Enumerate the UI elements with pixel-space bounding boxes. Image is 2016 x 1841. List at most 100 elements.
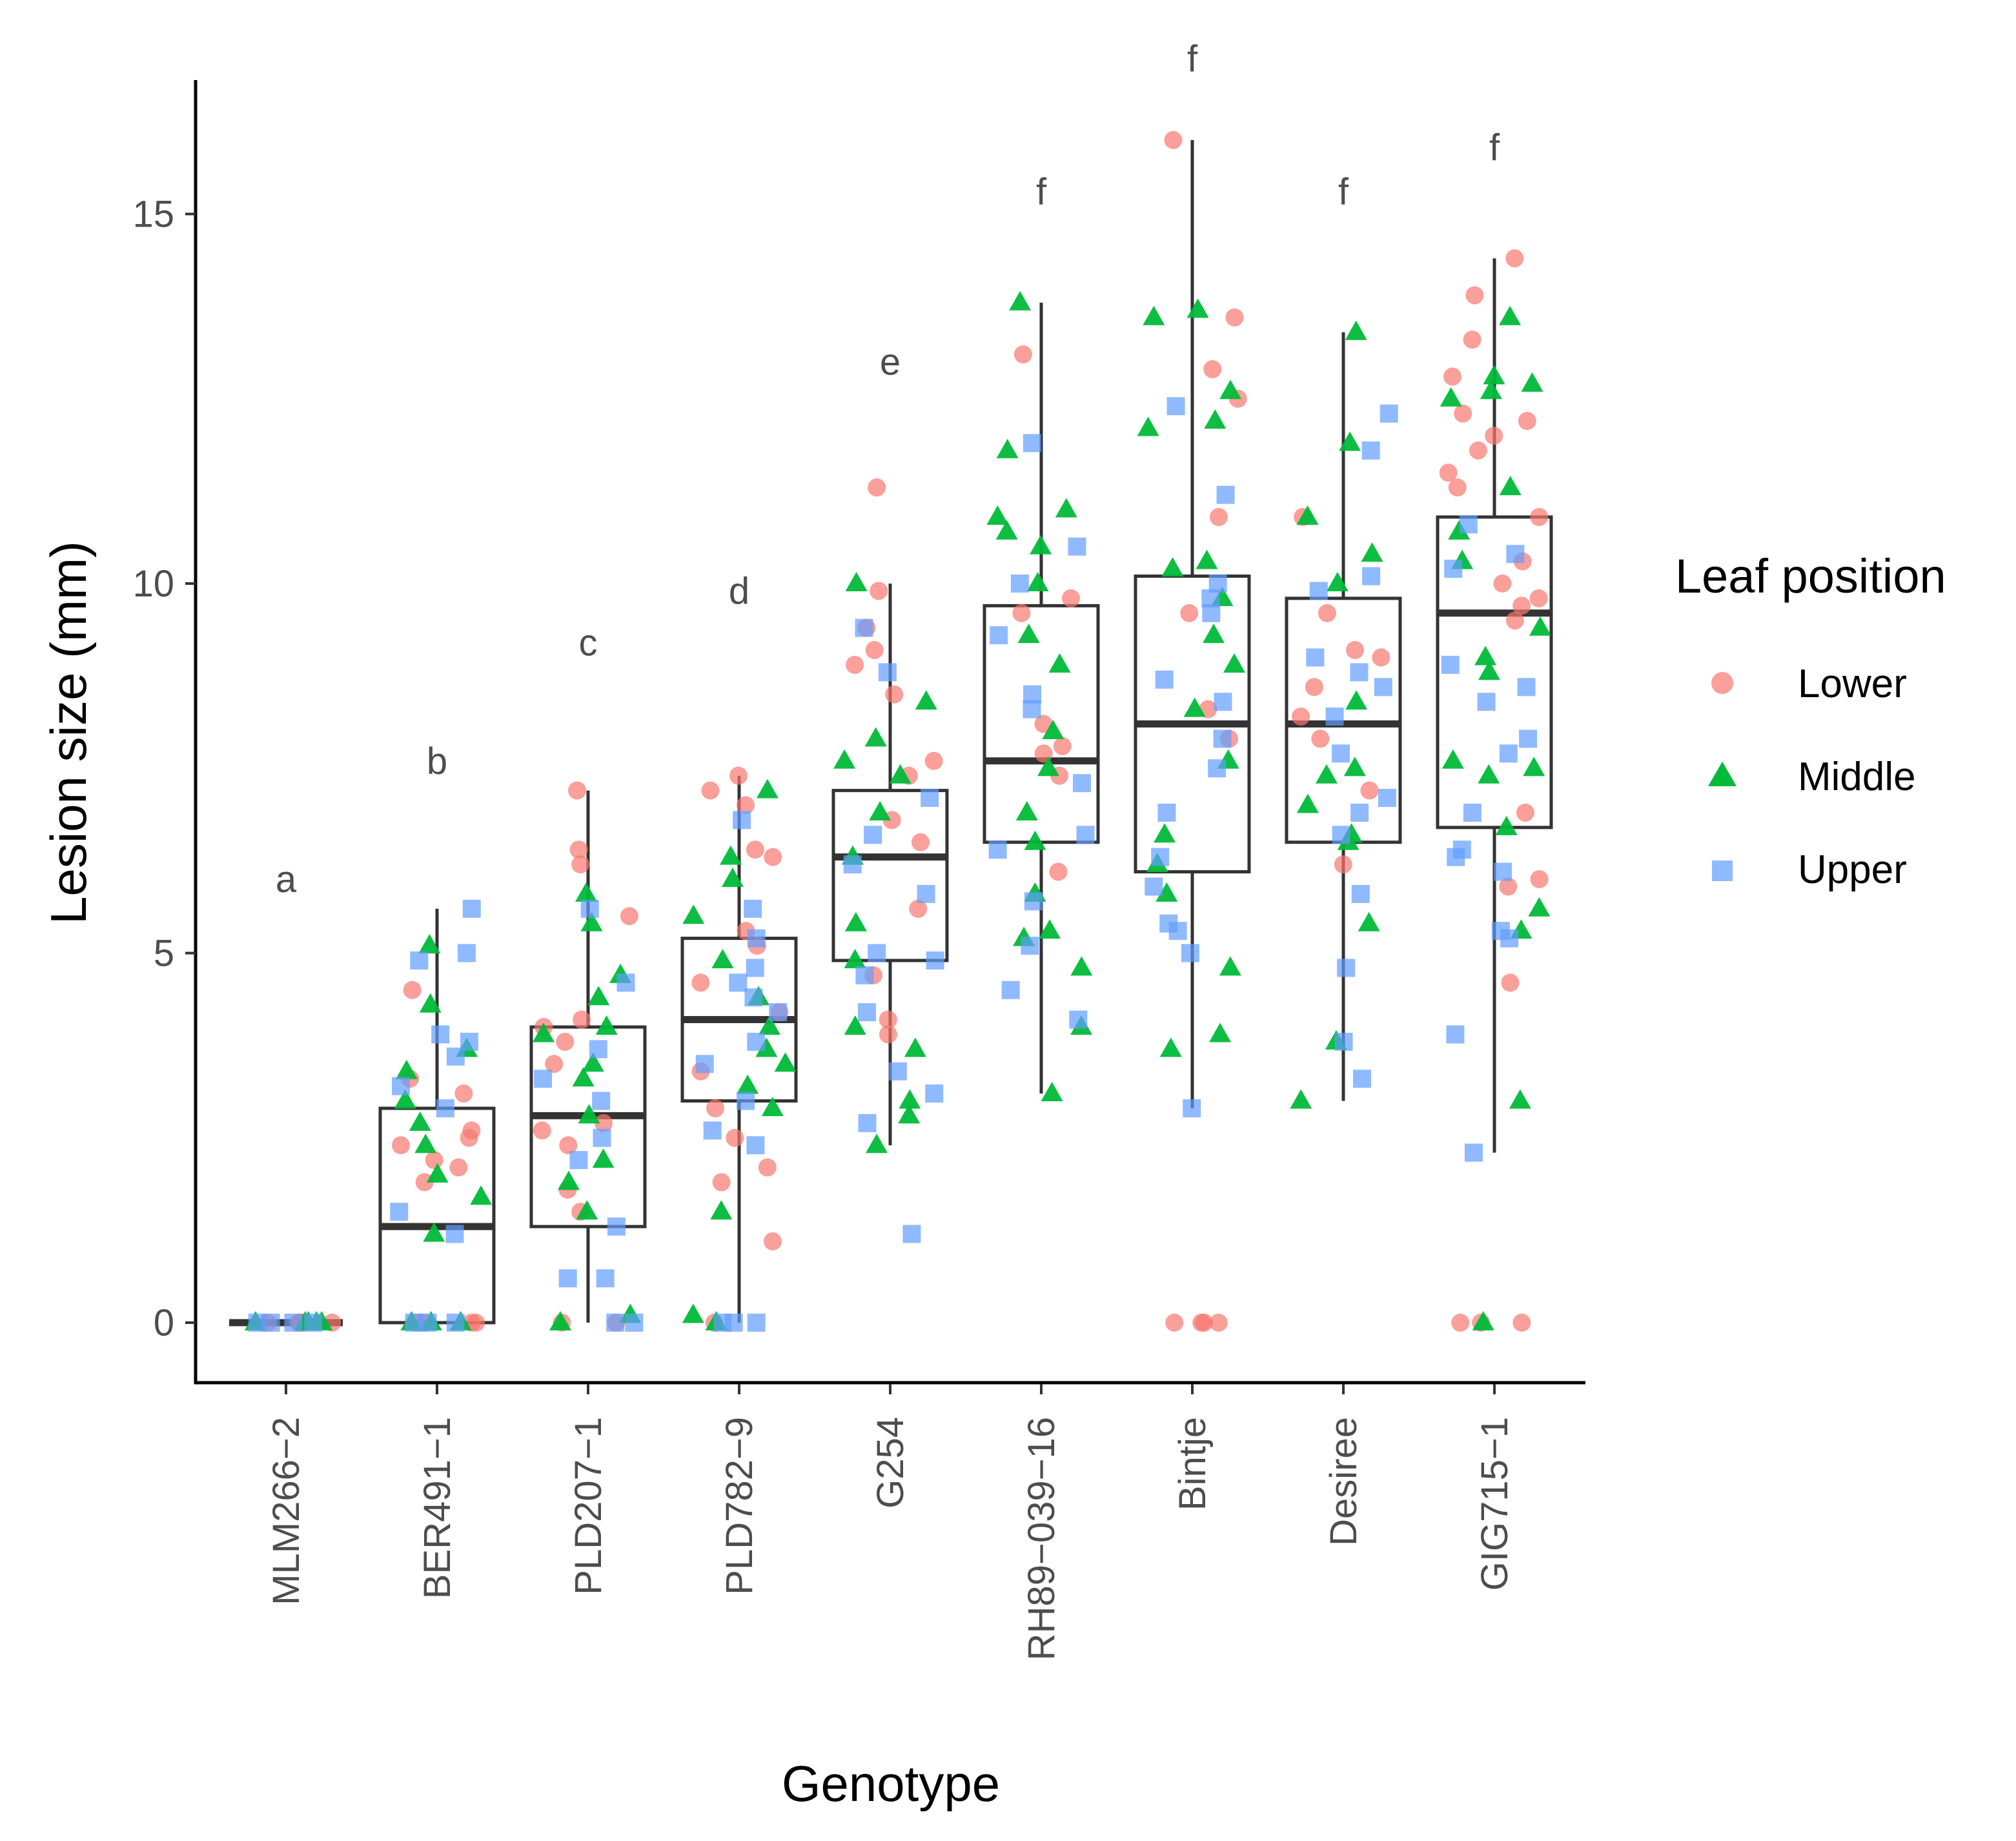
- point-mlm266-2-upper-2: [248, 1314, 267, 1332]
- point-bintje-lower-1: [1225, 308, 1244, 327]
- x-tick-label-pld782-9: PLD782−9: [718, 1417, 760, 1595]
- point-pld782-9-lower-11: [726, 1128, 744, 1147]
- legend: Leaf position Lower Middle Upper: [1675, 549, 1946, 892]
- point-gig715-1-middle-15: [1528, 897, 1551, 917]
- point-pld207-1-middle-3: [587, 986, 610, 1006]
- point-bintje-upper-8: [1208, 759, 1227, 778]
- point-gig715-1-upper-8: [1463, 803, 1481, 822]
- point-g254-upper-6: [868, 944, 886, 962]
- point-rh89-039-16-middle-11: [1015, 800, 1038, 820]
- point-pld782-9-middle-11: [710, 1200, 733, 1220]
- x-tick-label-rh89-039-16: RH89−039−16: [1021, 1417, 1063, 1660]
- sig-letter-g254: e: [880, 341, 901, 383]
- point-bintje-lower-8: [1165, 1314, 1184, 1332]
- point-pld207-1-upper-0: [580, 899, 599, 918]
- point-gig715-1-lower-0: [1505, 249, 1524, 268]
- point-bintje-lower-0: [1164, 131, 1183, 149]
- point-gig715-1-middle-10: [1478, 660, 1501, 680]
- point-ber491-1-upper-0: [462, 899, 481, 918]
- point-ber491-1-upper-3: [431, 1025, 450, 1044]
- point-gig715-1-upper-4: [1517, 678, 1536, 697]
- point-pld782-9-lower-2: [736, 796, 755, 815]
- point-ber491-1-middle-4: [394, 1089, 416, 1109]
- point-pld207-1-lower-2: [571, 855, 590, 874]
- point-rh89-039-16-upper-12: [1069, 1010, 1088, 1029]
- point-g254-upper-12: [858, 1114, 877, 1132]
- point-gig715-1-lower-7: [1469, 441, 1487, 460]
- legend-label-middle: Middle: [1798, 755, 1916, 799]
- point-gig715-1-upper-10: [1447, 848, 1465, 866]
- point-pld207-1-middle-4: [595, 1015, 618, 1035]
- point-g254-upper-1: [878, 663, 897, 682]
- point-gig715-1-lower-21: [1512, 1314, 1531, 1332]
- point-ber491-1-lower-7: [449, 1158, 468, 1177]
- point-gig715-1-middle-11: [1441, 749, 1464, 769]
- point-pld782-9-lower-3: [746, 840, 764, 859]
- point-pld782-9-lower-13: [712, 1173, 731, 1192]
- point-gig715-1-lower-2: [1463, 331, 1481, 349]
- point-desiree-middle-4: [1326, 572, 1349, 591]
- point-pld782-9-upper-4: [729, 973, 748, 992]
- point-desiree-upper-1: [1361, 441, 1380, 460]
- point-gig715-1-lower-19: [1501, 973, 1520, 992]
- point-gig715-1-lower-13: [1529, 589, 1548, 607]
- point-ber491-1-upper-2: [410, 951, 429, 970]
- point-desiree-lower-7: [1360, 781, 1379, 800]
- point-gig715-1-upper-5: [1477, 693, 1496, 711]
- point-gig715-1-lower-1: [1465, 286, 1484, 305]
- point-desiree-upper-5: [1350, 663, 1369, 682]
- point-desiree-lower-5: [1292, 707, 1310, 726]
- point-gig715-1-upper-3: [1441, 655, 1460, 674]
- point-gig715-1-middle-2: [1521, 372, 1543, 392]
- point-pld207-1-upper-3: [534, 1070, 553, 1088]
- point-gig715-1-middle-1: [1483, 365, 1505, 385]
- x-tick-label-gig715-1: GIG715−1: [1474, 1417, 1516, 1591]
- point-rh89-039-16-upper-11: [1001, 981, 1020, 999]
- point-ber491-1-upper-5: [446, 1047, 465, 1066]
- point-pld207-1-middle-7: [572, 1067, 595, 1087]
- point-desiree-lower-2: [1346, 641, 1365, 660]
- point-gig715-1-upper-0: [1459, 515, 1478, 534]
- point-pld207-1-middle-8: [578, 1104, 600, 1124]
- point-pld782-9-upper-1: [744, 899, 762, 918]
- legend-label-upper: Upper: [1798, 848, 1907, 892]
- point-pld207-1-upper-7: [607, 1217, 626, 1236]
- point-g254-lower-13: [879, 1025, 897, 1044]
- point-gig715-1-upper-14: [1446, 1025, 1465, 1044]
- point-gig715-1-upper-7: [1499, 744, 1518, 763]
- point-rh89-039-16-middle-14: [1039, 919, 1061, 939]
- point-pld782-9-upper-11: [746, 1136, 765, 1155]
- point-pld782-9-upper-6: [769, 1003, 788, 1022]
- point-desiree-upper-0: [1380, 404, 1398, 423]
- point-ber491-1-lower-5: [392, 1136, 411, 1155]
- point-pld207-1-middle-9: [592, 1148, 615, 1168]
- point-gig715-1-lower-3: [1443, 367, 1462, 386]
- point-g254-upper-13: [902, 1225, 921, 1243]
- point-bintje-lower-2: [1203, 360, 1222, 378]
- point-desiree-middle-5: [1345, 690, 1368, 710]
- point-bintje-middle-3: [1204, 409, 1227, 429]
- point-ber491-1-middle-8: [470, 1185, 493, 1205]
- box-pld207-1: [529, 1025, 647, 1228]
- point-pld782-9-middle-9: [737, 1074, 759, 1094]
- point-bintje-middle-6: [1161, 557, 1184, 577]
- point-rh89-039-16-upper-7: [1076, 826, 1095, 844]
- point-ber491-1-lower-0: [403, 981, 422, 999]
- point-desiree-upper-14: [1334, 1032, 1353, 1051]
- sig-letter-bintje: f: [1187, 38, 1198, 80]
- point-pld207-1-upper-5: [593, 1128, 611, 1147]
- point-gig715-1-middle-13: [1478, 764, 1500, 784]
- point-rh89-039-16-middle-1: [996, 438, 1019, 458]
- point-pld782-9-upper-5: [744, 988, 763, 1007]
- point-desiree-middle-3: [1361, 542, 1383, 562]
- point-gig715-1-lower-9: [1448, 478, 1467, 497]
- point-gig715-1-middle-6: [1448, 520, 1471, 540]
- point-pld207-1-lower-4: [572, 1010, 591, 1029]
- point-gig715-1-middle-5: [1499, 476, 1522, 496]
- point-rh89-039-16-middle-9: [1042, 720, 1064, 739]
- x-tick-label-bintje: Bintje: [1172, 1417, 1214, 1510]
- point-rh89-039-16-upper-0: [1023, 434, 1041, 453]
- point-ber491-1-middle-5: [409, 1111, 431, 1131]
- point-bintje-middle-5: [1196, 549, 1218, 569]
- point-pld207-1-lower-10: [559, 1136, 578, 1155]
